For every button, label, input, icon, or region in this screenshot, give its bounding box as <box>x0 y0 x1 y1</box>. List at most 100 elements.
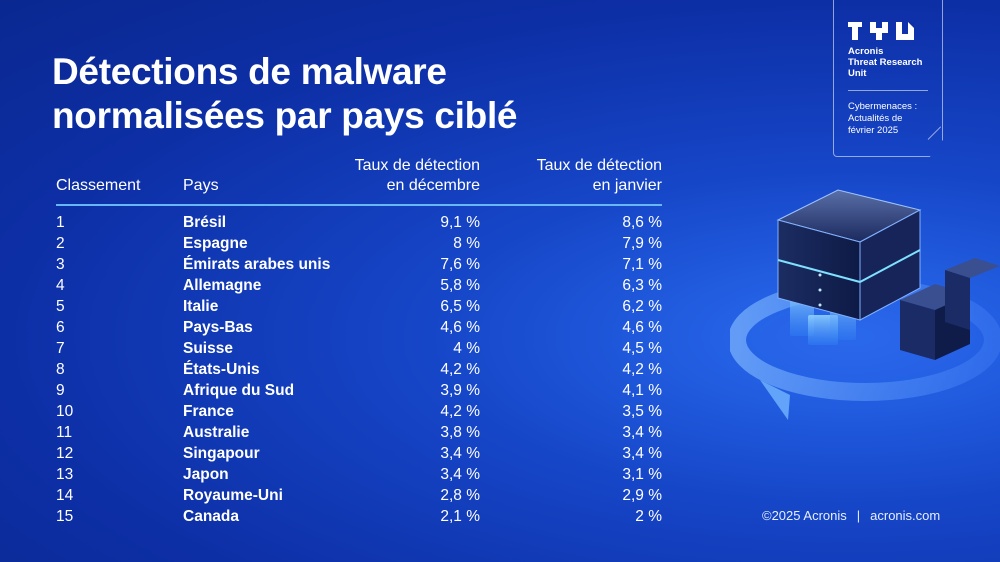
block-2-top <box>945 258 1000 278</box>
page-title: Détections de malware normalisées par pa… <box>52 50 612 138</box>
footer-separator: | <box>856 508 861 523</box>
header-january-line-1: Taux de détection <box>536 157 662 174</box>
cell-december: 3,4 % <box>440 445 480 462</box>
badge-org-line-3: Unit <box>848 68 867 79</box>
cell-rank: 7 <box>56 340 65 357</box>
cell-december: 3,9 % <box>440 382 480 399</box>
badge-org-line-1: Acronis <box>848 46 884 57</box>
cell-december: 4 % <box>453 340 480 357</box>
cell-january: 8,6 % <box>622 214 662 231</box>
badge-org-name: Acronis Threat Research Unit <box>848 46 938 79</box>
cell-january: 7,1 % <box>622 256 662 273</box>
cell-rank: 15 <box>56 508 74 525</box>
cell-country: France <box>183 403 234 420</box>
table-row: 7 Suisse 4 % 4,5 % <box>56 338 662 359</box>
led-1 <box>818 273 822 277</box>
ring-arrow <box>760 380 790 420</box>
server-glow-line-2 <box>859 249 921 283</box>
cell-january: 3,5 % <box>622 403 662 420</box>
cell-rank: 10 <box>56 403 74 420</box>
cell-january: 4,6 % <box>622 319 662 336</box>
badge-divider <box>848 90 928 91</box>
cell-january: 6,2 % <box>622 298 662 315</box>
table-row: 9 Afrique du Sud 3,9 % 4,1 % <box>56 380 662 401</box>
cell-rank: 4 <box>56 277 65 294</box>
badge-subtitle: Cybermenaces : Actualités de février 202… <box>848 101 938 137</box>
header-country: Pays <box>183 177 219 194</box>
tru-badge: Acronis Threat Research Unit Cybermenace… <box>833 0 943 157</box>
header-january: Taux de détection en janvier <box>537 156 662 196</box>
cell-rank: 5 <box>56 298 65 315</box>
cell-rank: 3 <box>56 256 65 273</box>
table-body: 1 Brésil 9,1 % 8,6 % 2 Espagne 8 % 7,9 % 3 Émir… <box>56 212 662 527</box>
cell-december: 7,6 % <box>440 256 480 273</box>
badge-sub-line-1: Cybermenaces : <box>848 101 918 112</box>
cell-rank: 11 <box>56 424 73 441</box>
table-row: 6 Pays-Bas 4,6 % 4,6 % <box>56 317 662 338</box>
cell-january: 7,9 % <box>622 235 662 252</box>
cell-country: Afrique du Sud <box>183 382 295 399</box>
footer: ©2025 Acronis | acronis.com <box>762 508 940 524</box>
server-illustration-icon <box>730 189 1000 420</box>
cell-country: États-Unis <box>183 361 260 378</box>
block-1-front <box>900 300 935 360</box>
cell-december: 2,1 % <box>440 508 480 525</box>
cell-rank: 1 <box>56 214 65 231</box>
table-row: 2 Espagne 8 % 7,9 % <box>56 233 662 254</box>
led-2 <box>818 288 822 292</box>
cell-january: 2 % <box>635 508 662 525</box>
badge-sub-line-3: février 2025 <box>848 125 899 136</box>
cell-january: 3,1 % <box>622 466 662 483</box>
tru-logo-icon <box>848 22 914 40</box>
table-row: 15 Canada 2,1 % 2 % <box>56 506 662 527</box>
table-row: 10 France 4,2 % 3,5 % <box>56 401 662 422</box>
cell-january: 4,5 % <box>622 340 662 357</box>
detection-table: Classement Pays Taux de détection en déc… <box>56 157 662 527</box>
cell-country: Allemagne <box>183 277 262 294</box>
table-header: Classement Pays Taux de détection en déc… <box>56 157 662 206</box>
cell-december: 4,6 % <box>440 319 480 336</box>
cell-country: Japon <box>183 466 229 483</box>
table-row: 11 Australie 3,8 % 3,4 % <box>56 422 662 443</box>
table-row: 8 États-Unis 4,2 % 4,2 % <box>56 359 662 380</box>
cell-rank: 14 <box>56 487 74 504</box>
header-january-line-2: en janvier <box>592 177 662 194</box>
cell-december: 3,8 % <box>440 424 480 441</box>
cell-rank: 9 <box>56 382 65 399</box>
cell-country: Australie <box>183 424 250 441</box>
table-row: 4 Allemagne 5,8 % 6,3 % <box>56 275 662 296</box>
cell-rank: 8 <box>56 361 65 378</box>
cell-january: 4,2 % <box>622 361 662 378</box>
cell-rank: 6 <box>56 319 65 336</box>
cell-country: Suisse <box>183 340 233 357</box>
cell-december: 8 % <box>453 235 480 252</box>
cell-country: Italie <box>183 298 219 315</box>
cell-country: Espagne <box>183 235 248 252</box>
cell-january: 6,3 % <box>622 277 662 294</box>
cell-country: Pays-Bas <box>183 319 253 336</box>
table-row: 3 Émirats arabes unis 7,6 % 7,1 % <box>56 254 662 275</box>
cell-rank: 13 <box>56 466 74 483</box>
table-row: 14 Royaume-Uni 2,8 % 2,9 % <box>56 485 662 506</box>
block-2-front <box>945 270 970 330</box>
cell-december: 2,8 % <box>440 487 480 504</box>
cell-january: 4,1 % <box>622 382 662 399</box>
cell-country: Émirats arabes unis <box>183 256 331 273</box>
server-glow-line <box>777 259 861 283</box>
cell-december: 9,1 % <box>440 214 480 231</box>
cell-january: 3,4 % <box>622 424 662 441</box>
cell-country: Brésil <box>183 214 227 231</box>
header-december: Taux de détection en décembre <box>355 156 480 196</box>
badge-sub-line-2: Actualités de <box>848 113 903 124</box>
title-line-2: normalisées par pays ciblé <box>52 95 518 136</box>
cell-december: 6,5 % <box>440 298 480 315</box>
cell-january: 3,4 % <box>622 445 662 462</box>
table-row: 1 Brésil 9,1 % 8,6 % <box>56 212 662 233</box>
cell-country: Royaume-Uni <box>183 487 283 504</box>
cell-january: 2,9 % <box>622 487 662 504</box>
cell-december: 4,2 % <box>440 361 480 378</box>
cell-country: Singapour <box>183 445 260 462</box>
title-line-1: Détections de malware <box>52 51 447 92</box>
led-3 <box>818 303 822 307</box>
footer-site-link[interactable]: acronis.com <box>870 508 941 523</box>
